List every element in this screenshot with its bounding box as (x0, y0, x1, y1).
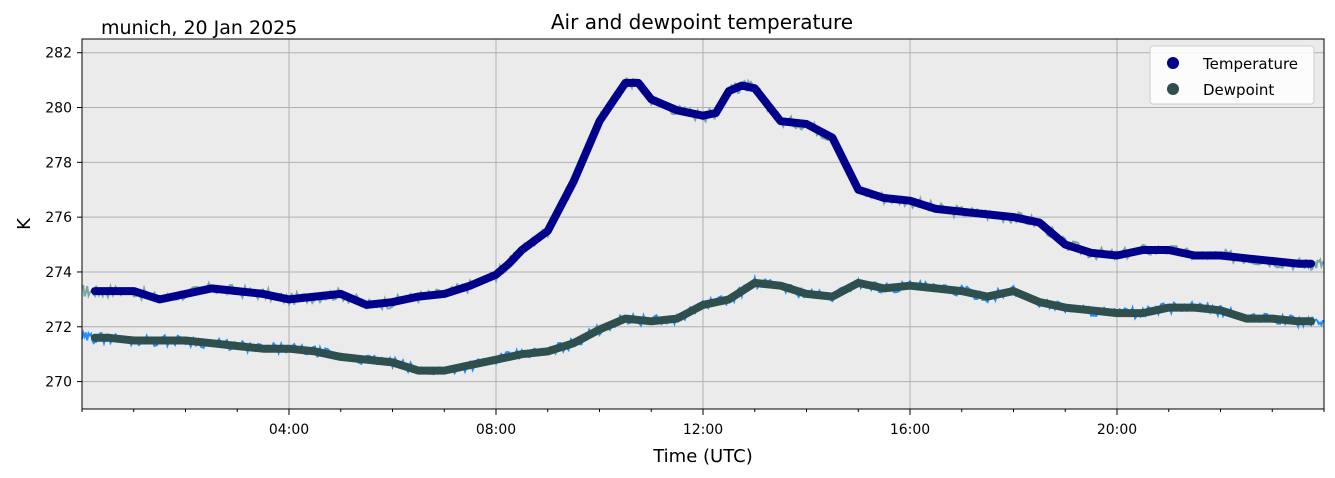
y-tick-label: 274 (45, 265, 72, 281)
x-tick-label: 20:00 (1097, 422, 1137, 438)
y-tick-label: 276 (45, 210, 72, 226)
x-tick-label: 16:00 (890, 422, 930, 438)
y-tick-label: 282 (45, 46, 72, 62)
x-tick-label: 12:00 (683, 422, 723, 438)
x-tick-label: 08:00 (476, 422, 516, 438)
chart-subtitle: munich, 20 Jan 2025 (101, 17, 297, 39)
y-tick-label: 272 (45, 320, 72, 336)
y-tick-label: 280 (45, 101, 72, 117)
legend-label-dewpoint: Dewpoint (1203, 81, 1274, 99)
legend-label-temperature: Temperature (1202, 55, 1298, 73)
temperature-line (90, 78, 1316, 309)
dewpoint-line (90, 278, 1316, 375)
y-tick-label: 278 (45, 155, 72, 171)
legend-marker-dewpoint (1167, 83, 1179, 95)
grid (82, 39, 1324, 409)
y-axis-label: K (14, 217, 35, 230)
chart-title: Air and dewpoint temperature (551, 10, 853, 34)
y-tick-label: 270 (45, 375, 72, 391)
legend-marker-temperature (1167, 57, 1179, 69)
x-tick-label: 04:00 (269, 422, 309, 438)
x-axis-label: Time (UTC) (652, 446, 753, 467)
legend: Temperature Dewpoint (1149, 45, 1315, 105)
